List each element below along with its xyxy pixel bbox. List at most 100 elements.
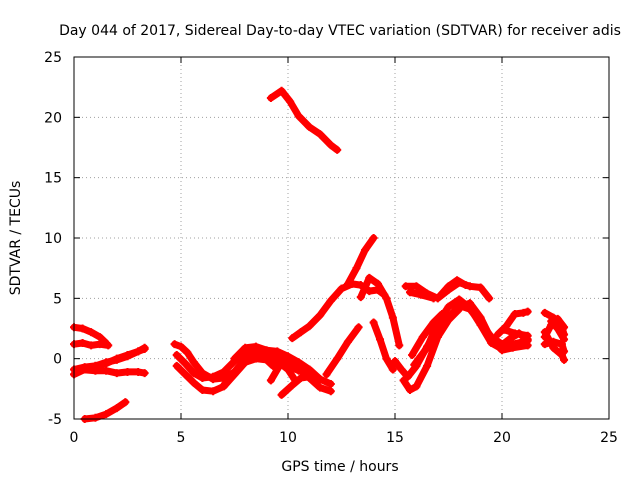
plus-marker (95, 332, 104, 341)
plus-marker (230, 367, 239, 376)
plus-marker (251, 342, 260, 351)
plus-marker (91, 366, 100, 375)
plus-marker (273, 347, 282, 356)
plus-marker (412, 282, 421, 291)
plus-marker (549, 343, 558, 352)
series-trace-s34 (541, 328, 568, 364)
series-trace-s11 (231, 343, 335, 388)
series-markers-s26 (435, 276, 470, 300)
plus-marker (288, 334, 297, 343)
x-tick-labels: 0 5 10 15 20 25 (70, 430, 618, 446)
plus-marker (540, 328, 549, 337)
plus-marker (444, 282, 453, 291)
plus-marker (343, 337, 352, 346)
plus-marker (519, 308, 528, 317)
plus-marker (189, 369, 198, 378)
plus-marker (388, 313, 397, 322)
series-markers-s12 (266, 354, 292, 385)
plus-marker (416, 290, 425, 299)
plus-marker (540, 308, 549, 317)
series-markers-s17 (343, 234, 378, 288)
plus-marker (230, 354, 239, 363)
plus-marker (78, 338, 87, 347)
plus-marker (476, 283, 485, 292)
plus-marker (391, 357, 399, 366)
x-tick-label: 25 (600, 430, 618, 446)
x-tick-label: 20 (493, 430, 511, 446)
plus-marker (91, 413, 100, 422)
plus-marker (395, 341, 404, 350)
series-trace-s26 (436, 276, 470, 300)
series-trace-s14 (267, 87, 341, 154)
plus-marker (495, 342, 504, 351)
plus-marker (399, 376, 408, 385)
plus-marker (485, 294, 494, 303)
plus-marker (461, 281, 470, 290)
plus-marker (352, 264, 361, 273)
series-markers-s34 (540, 328, 569, 364)
plus-marker (241, 343, 250, 352)
plus-marker (112, 404, 121, 413)
plus-marker (305, 122, 314, 131)
x-tick-label: 0 (70, 430, 79, 446)
plus-marker (326, 380, 335, 389)
plus-marker (87, 341, 96, 350)
plus-marker (487, 335, 496, 344)
plus-marker (506, 334, 515, 343)
plus-marker (397, 365, 406, 374)
series-markers-s30 (495, 329, 532, 351)
plus-marker (189, 358, 198, 367)
series-markers-s18 (356, 273, 404, 350)
plus-marker (288, 381, 297, 390)
plus-marker (333, 145, 342, 154)
y-tick-label: 10 (44, 231, 62, 247)
plus-marker (181, 370, 190, 379)
plus-marker (369, 234, 378, 242)
grid-layer (74, 57, 609, 419)
plus-marker (560, 323, 569, 332)
y-tick-label: 25 (44, 50, 62, 66)
plus-marker (333, 354, 342, 363)
plus-marker (453, 276, 462, 285)
plus-marker (373, 279, 382, 288)
plus-marker (500, 325, 509, 334)
plus-marker (112, 354, 121, 363)
plus-marker (326, 387, 335, 396)
plus-marker (277, 390, 286, 399)
series-trace-s19 (370, 319, 397, 373)
plus-marker (354, 323, 363, 332)
x-tick-label: 15 (386, 430, 404, 446)
plus-marker (296, 373, 305, 382)
plus-marker (104, 341, 113, 350)
plus-marker (560, 335, 569, 344)
plus-marker (140, 369, 149, 378)
plus-marker (219, 381, 228, 390)
series-trace-s30 (496, 329, 532, 351)
plus-marker (95, 340, 104, 349)
plus-marker (429, 294, 438, 303)
plus-marker (241, 354, 250, 363)
plus-marker (455, 302, 464, 311)
plus-marker (198, 373, 207, 382)
plus-marker (102, 366, 111, 375)
plus-marker (305, 322, 314, 331)
plus-marker (369, 318, 378, 327)
plus-marker (557, 351, 566, 360)
series-layer (70, 86, 569, 423)
plus-marker (172, 351, 181, 360)
plus-marker (412, 382, 421, 391)
series-markers-s25 (405, 288, 438, 303)
plus-marker (410, 360, 419, 369)
plus-marker (455, 295, 464, 304)
series-markers-s16 (322, 323, 363, 379)
y-tick-labels: -5 0 5 10 15 20 25 (44, 50, 62, 428)
plus-marker (198, 386, 207, 395)
plus-marker (401, 282, 410, 291)
plus-marker (294, 112, 303, 121)
plus-marker (102, 359, 111, 368)
plus-marker (123, 367, 132, 376)
y-tick-label: -5 (48, 412, 62, 428)
plus-marker (316, 311, 325, 320)
plus-marker (444, 302, 453, 311)
